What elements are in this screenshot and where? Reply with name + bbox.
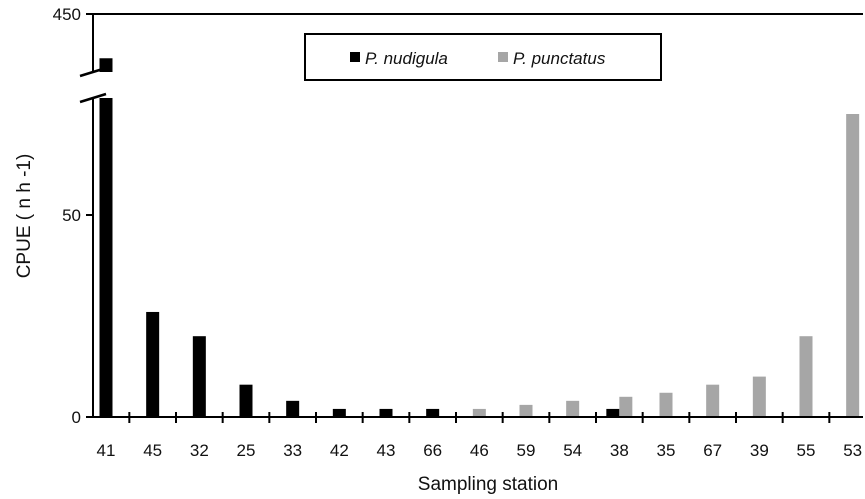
bar-p-punctatus-54 (566, 400, 580, 417)
x-tick-label-66: 66 (423, 441, 442, 460)
bar-p-punctatus-46 (472, 408, 486, 417)
bar-p-nudigula-41-lower (99, 98, 113, 417)
bar-p-punctatus-67 (706, 384, 720, 417)
x-tick-label-42: 42 (330, 441, 349, 460)
x-tick-label-54: 54 (563, 441, 582, 460)
x-tick-label-25: 25 (237, 441, 256, 460)
x-tick-label-41: 41 (97, 441, 116, 460)
legend-label-p-nudigula: P. nudigula (365, 49, 448, 68)
x-tick-label-32: 32 (190, 441, 209, 460)
y-tick-label-450: 450 (53, 5, 81, 24)
bar-p-punctatus-59 (519, 404, 533, 417)
legend: P. nudigula P. punctatus (304, 33, 662, 81)
bar-p-punctatus-55 (799, 336, 813, 417)
ticks-layer: 0 50 450 41 45 32 25 33 42 43 66 46 59 54 38 35 67 39 55 53 (53, 5, 863, 460)
x-tick-label-43: 43 (377, 441, 396, 460)
x-tick-label-59: 59 (517, 441, 536, 460)
y-tick-label-50: 50 (62, 206, 81, 225)
bar-p-punctatus-39 (752, 376, 766, 417)
axes-layer (79, 13, 863, 418)
x-tick-label-53: 53 (843, 441, 862, 460)
bars-layer (99, 58, 860, 417)
bar-p-punctatus-38 (619, 396, 633, 417)
bar-p-nudigula-33 (286, 400, 300, 417)
y-tick-label-0: 0 (72, 408, 81, 427)
bar-p-nudigula-66 (426, 408, 440, 417)
legend-swatch-p-nudigula (350, 52, 360, 62)
x-tick-label-45: 45 (143, 441, 162, 460)
x-tick-label-46: 46 (470, 441, 489, 460)
bar-p-nudigula-42 (332, 408, 346, 417)
bar-p-punctatus-53 (846, 114, 860, 417)
bar-p-nudigula-38 (606, 408, 620, 417)
bar-p-nudigula-25 (239, 384, 253, 417)
x-tick-label-33: 33 (283, 441, 302, 460)
bar-p-nudigula-45 (146, 311, 160, 417)
bar-p-nudigula-43 (379, 408, 393, 417)
axis-break-upper (79, 66, 107, 78)
legend-swatch-p-punctatus (498, 52, 508, 62)
x-tick-label-67: 67 (703, 441, 722, 460)
legend-label-p-punctatus: P. punctatus (513, 49, 606, 68)
y-axis-title: CPUE ( n h -1) (14, 154, 35, 279)
x-tick-label-39: 39 (750, 441, 769, 460)
legend-box (304, 33, 662, 81)
bar-p-punctatus-35 (659, 392, 673, 417)
bar-p-nudigula-32 (192, 336, 206, 417)
x-tick-label-35: 35 (657, 441, 676, 460)
x-axis-title: Sampling station (418, 474, 558, 495)
axis-break-lower (79, 92, 107, 104)
x-tick-label-55: 55 (797, 441, 816, 460)
x-tick-label-38: 38 (610, 441, 629, 460)
